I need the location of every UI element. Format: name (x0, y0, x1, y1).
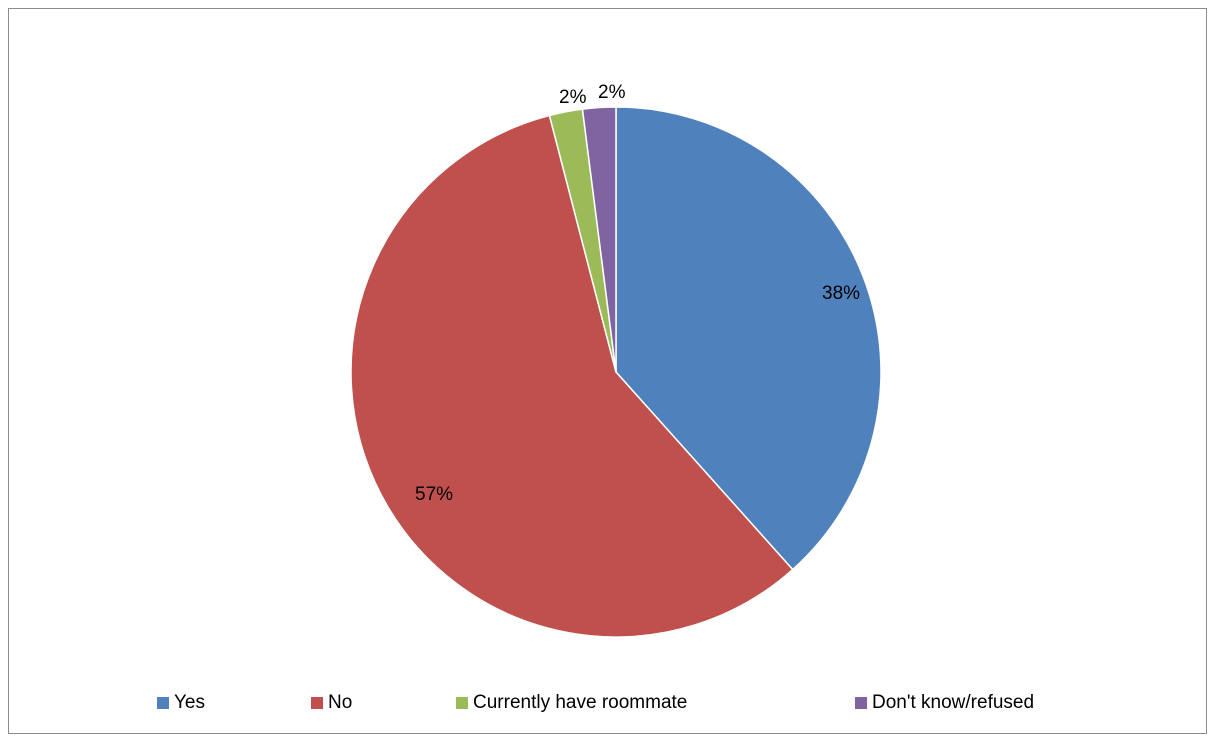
pie-slices (350, 106, 882, 638)
legend-label-no: No (328, 692, 352, 713)
slice-labels: 38% 57% 2% 2% (415, 82, 860, 505)
data-label-yes: 38% (822, 283, 860, 304)
data-label-no: 57% (415, 484, 453, 505)
data-label-currently-have-roommate: 2% (559, 87, 587, 108)
pie-slice-yes (615, 106, 882, 571)
legend-swatch-yes (157, 697, 169, 709)
legend-item-no: No (311, 692, 352, 713)
legend: Yes No Currently have roommate Don't know/r… (157, 692, 1034, 713)
legend-item-yes: Yes (157, 692, 205, 713)
legend-swatch-don-t-know-refused (855, 697, 867, 709)
legend-label-yes: Yes (174, 692, 205, 713)
legend-swatch-no (311, 697, 323, 709)
legend-swatch-currently-have-roommate (456, 697, 468, 709)
legend-label-don-t-know-refused: Don't know/refused (872, 692, 1034, 713)
data-label-don-t-know-refused: 2% (598, 82, 626, 103)
legend-item-currently-have-roommate: Currently have roommate (456, 692, 687, 713)
legend-label-currently-have-roommate: Currently have roommate (473, 692, 687, 713)
legend-item-don-t-know-refused: Don't know/refused (855, 692, 1034, 713)
pie-slice-don-t-know-refused (581, 106, 617, 373)
pie-slice-no (350, 114, 794, 638)
